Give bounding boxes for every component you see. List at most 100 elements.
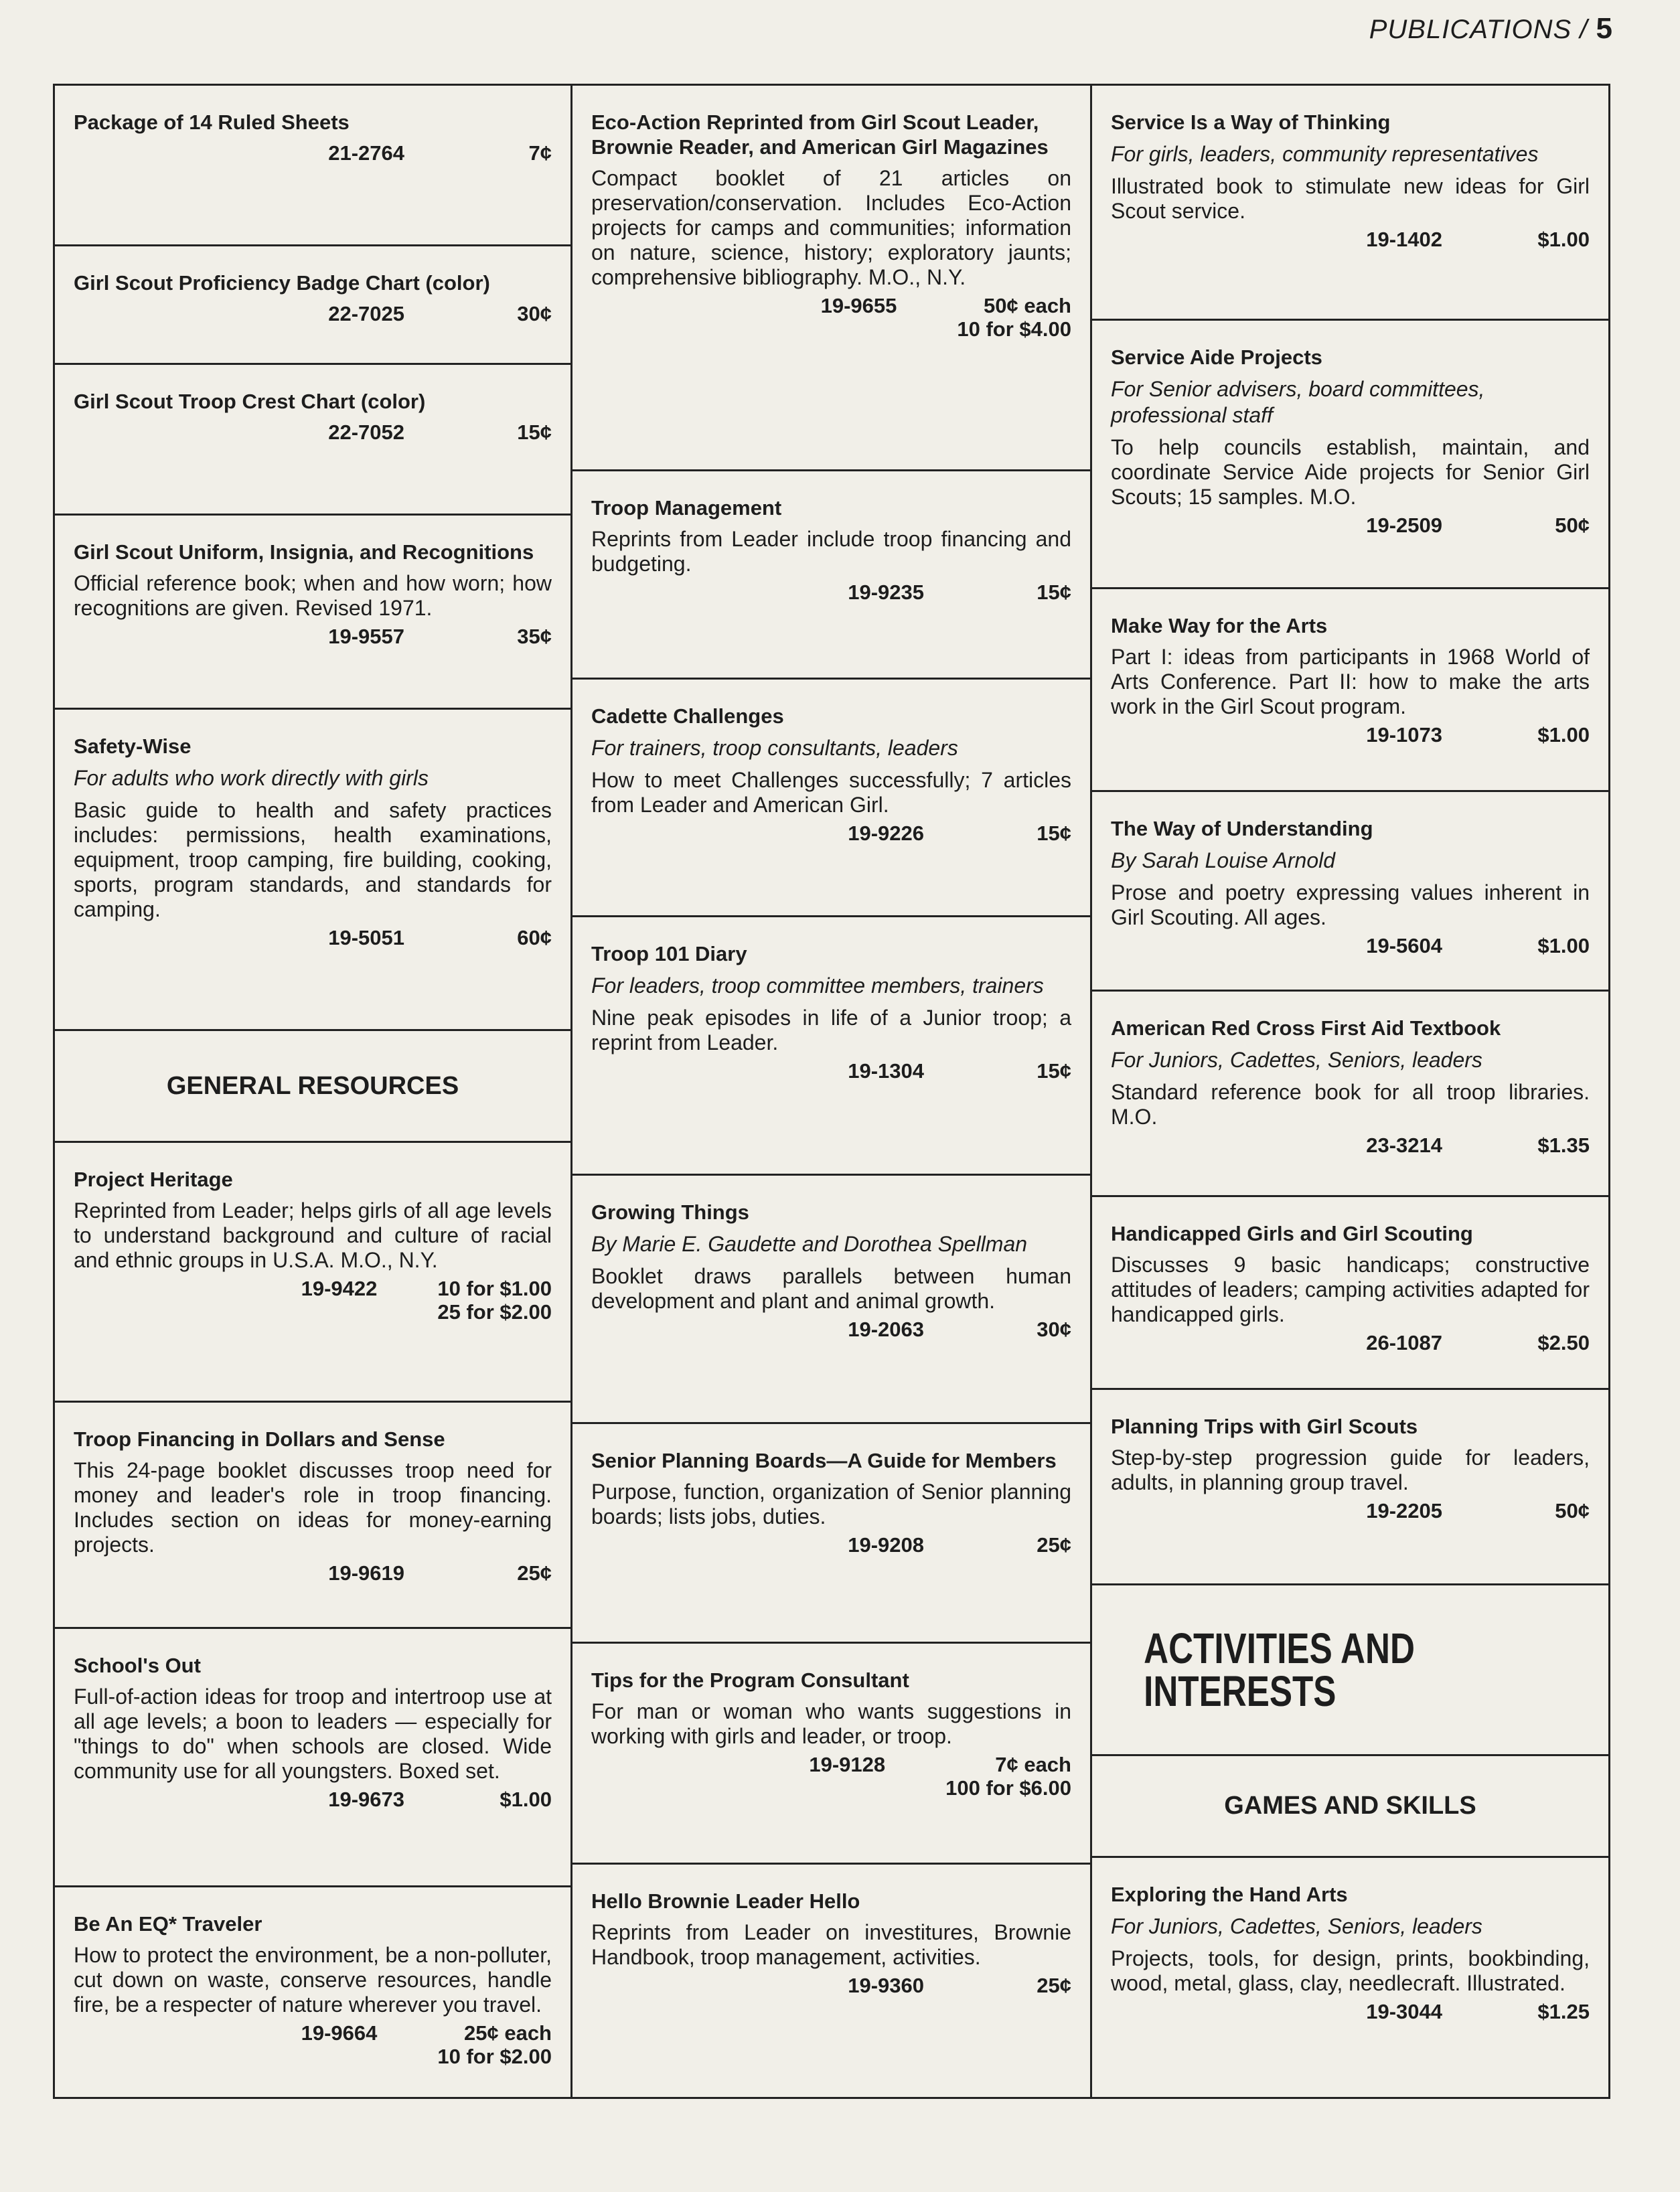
item-code: 19-9235 — [848, 580, 924, 604]
item-description: Discusses 9 basic handicaps; constructiv… — [1111, 1253, 1590, 1326]
catalog-item: Be An EQ* Traveler How to protect the env… — [55, 1887, 570, 2100]
item-price: 7¢ each — [995, 1753, 1071, 1776]
column-1: Package of 14 Ruled Sheets 21-2764 7¢ Girl … — [53, 84, 572, 2099]
item-title: Girl Scout Uniform, Insignia, and Recogn… — [74, 540, 534, 564]
item-price: 50¢ — [1555, 1499, 1590, 1522]
item-title: Growing Things — [591, 1200, 749, 1224]
item-prices: 15¢ — [984, 1059, 1071, 1083]
item-prices: $1.00 — [1503, 228, 1590, 251]
item-price: $1.00 — [1537, 934, 1590, 957]
catalog-item: School's Out Full-of-action ideas for tro… — [55, 1629, 570, 1887]
item-code: 19-9422 — [301, 1277, 378, 1300]
item-title: Handicapped Girls and Girl Scouting — [1111, 1222, 1473, 1245]
item-prices: $1.00 — [465, 1788, 552, 1811]
header-section: PUBLICATIONS / — [1369, 15, 1588, 44]
order-info: 19-9226 15¢ — [591, 821, 1071, 845]
item-prices: $2.50 — [1503, 1331, 1590, 1354]
item-prices: 15¢ — [984, 821, 1071, 845]
order-info: 26-1087 $2.50 — [1111, 1331, 1590, 1354]
item-code: 19-9664 — [301, 2021, 378, 2045]
item-price: 25¢ — [517, 1561, 552, 1585]
catalog-item: Service Is a Way of Thinking For girls, l… — [1092, 86, 1608, 321]
item-code: 23-3214 — [1366, 1133, 1442, 1157]
catalog-item: Girl Scout Proficiency Badge Chart (colo… — [55, 246, 570, 365]
item-title: School's Out — [74, 1654, 201, 1677]
item-code: 26-1087 — [1366, 1331, 1442, 1354]
item-title: Girl Scout Troop Crest Chart (color) — [74, 390, 426, 413]
item-title: Tips for the Program Consultant — [591, 1668, 909, 1692]
item-title: Eco-Action Reprinted from Girl Scout Lea… — [591, 110, 1049, 159]
item-code: 21-2764 — [328, 141, 404, 165]
item-price: $2.50 — [1537, 1331, 1590, 1354]
item-description: Nine peak episodes in life of a Junior t… — [591, 1006, 1071, 1054]
catalog-item: Girl Scout Troop Crest Chart (color) 22-7… — [55, 365, 570, 516]
item-description: Basic guide to health and safety practic… — [74, 798, 552, 921]
item-title: Troop 101 Diary — [591, 942, 747, 965]
item-price: 30¢ — [517, 302, 552, 325]
item-price: $1.00 — [500, 1788, 552, 1811]
item-description: Booklet draws parallels between human de… — [591, 1264, 1071, 1313]
order-info: 19-9655 50¢ each 10 for $4.00 — [591, 294, 1071, 341]
item-audience: By Sarah Louise Arnold — [1111, 848, 1336, 872]
item-price: 10 for $4.00 — [957, 317, 1071, 341]
item-code: 19-2205 — [1366, 1499, 1442, 1522]
order-info: 19-9360 25¢ — [591, 1974, 1071, 1997]
item-prices: $1.00 — [1503, 723, 1590, 747]
item-audience: For Senior advisers, board committees, p… — [1111, 377, 1485, 427]
order-info: 19-1304 15¢ — [591, 1059, 1071, 1083]
item-prices: $1.35 — [1503, 1133, 1590, 1157]
order-info: 19-5604 $1.00 — [1111, 934, 1590, 957]
catalog-item: Troop Financing in Dollars and Sense This… — [55, 1403, 570, 1629]
order-info: 19-9673 $1.00 — [74, 1788, 552, 1811]
catalog-item: Project Heritage Reprinted from Leader; h… — [55, 1143, 570, 1403]
catalog-item: Hello Brownie Leader Hello Reprints from … — [572, 1865, 1090, 2101]
catalog-item: Handicapped Girls and Girl Scouting Discu… — [1092, 1197, 1608, 1390]
item-code: 19-9208 — [848, 1533, 924, 1557]
item-code: 19-5604 — [1366, 934, 1442, 957]
item-price: 25¢ each — [464, 2021, 552, 2045]
order-info: 19-9422 10 for $1.00 25 for $2.00 — [74, 1277, 552, 1324]
item-code: 19-5051 — [328, 926, 404, 949]
item-prices: $1.25 — [1503, 2000, 1590, 2023]
item-price: 50¢ — [1555, 514, 1590, 537]
item-description: How to meet Challenges successfully; 7 a… — [591, 768, 1071, 817]
item-price: $1.00 — [1537, 228, 1590, 251]
item-description: Reprinted from Leader; helps girls of al… — [74, 1198, 552, 1272]
order-info: 19-9235 15¢ — [591, 580, 1071, 604]
item-price: 60¢ — [517, 926, 552, 949]
catalog-item: Planning Trips with Girl Scouts Step-by-s… — [1092, 1390, 1608, 1585]
order-info: 19-2509 50¢ — [1111, 514, 1590, 537]
item-description: To help councils establish, maintain, an… — [1111, 435, 1590, 509]
order-info: 19-1402 $1.00 — [1111, 228, 1590, 251]
item-price: 10 for $2.00 — [437, 2045, 552, 2068]
order-info: 22-7025 30¢ — [74, 302, 552, 325]
catalog-item: Exploring the Hand Arts For Juniors, Cade… — [1092, 1858, 1608, 2101]
catalog-item: Growing Things By Marie E. Gaudette and D… — [572, 1176, 1090, 1424]
item-price: 15¢ — [1037, 821, 1071, 845]
item-description: Standard reference book for all troop li… — [1111, 1080, 1590, 1129]
item-description: Reprints from Leader include troop finan… — [591, 527, 1071, 576]
item-title: The Way of Understanding — [1111, 817, 1373, 840]
item-audience: For Juniors, Cadettes, Seniors, leaders — [1111, 1048, 1482, 1072]
item-price: 30¢ — [1037, 1318, 1071, 1341]
catalog-item: Senior Planning Boards—A Guide for Membe… — [572, 1424, 1090, 1644]
item-code: 19-1073 — [1366, 723, 1442, 747]
item-audience: For adults who work directly with girls — [74, 766, 429, 790]
item-prices: 7¢ — [465, 141, 552, 165]
item-price: 100 for $6.00 — [945, 1776, 1071, 1800]
catalog-item: Troop Management Reprints from Leader inc… — [572, 471, 1090, 680]
section-heading: GAMES AND SKILLS — [1092, 1756, 1608, 1858]
item-title: Project Heritage — [74, 1168, 233, 1191]
item-prices: 10 for $1.00 25 for $2.00 — [437, 1277, 552, 1324]
catalog-item: Troop 101 Diary For leaders, troop commit… — [572, 917, 1090, 1176]
item-title: Safety-Wise — [74, 734, 192, 758]
item-code: 19-3044 — [1366, 2000, 1442, 2023]
item-code: 22-7052 — [328, 420, 404, 444]
item-prices: 35¢ — [465, 625, 552, 648]
item-price: 25 for $2.00 — [437, 1300, 552, 1324]
item-prices: 50¢ each 10 for $4.00 — [957, 294, 1071, 341]
item-description: For man or woman who wants suggestions i… — [591, 1699, 1071, 1748]
item-title: Be An EQ* Traveler — [74, 1912, 262, 1936]
banner-title: ACTIVITIES AND INTERESTS — [1144, 1624, 1415, 1715]
catalog-item: Girl Scout Uniform, Insignia, and Recogn… — [55, 516, 570, 710]
